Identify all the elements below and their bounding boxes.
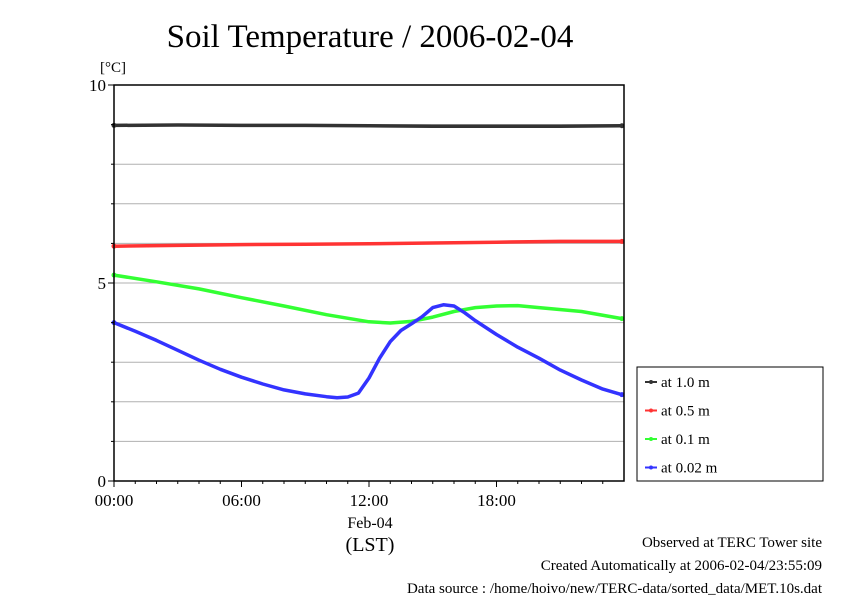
legend-label: at 0.1 m	[661, 432, 710, 448]
legend-marker	[649, 437, 653, 441]
legend-marker	[649, 408, 653, 413]
series-end-point	[619, 392, 625, 398]
legend-label: at 0.02 m	[661, 461, 718, 477]
series-line	[112, 239, 624, 248]
x-tick-label: 12:00	[350, 491, 389, 510]
legend-marker	[649, 465, 653, 470]
series-end-point	[619, 123, 625, 129]
footer-created-time: Created Automatically at 2006-02-04/23:5…	[540, 558, 822, 574]
series-end-point	[619, 316, 625, 322]
x-tick-label: 06:00	[222, 491, 261, 510]
legend: at 1.0 m at 0.5 m at 0.1 m at 0.02 m	[636, 366, 824, 482]
footer-observed-site: Observed at TERC Tower site	[641, 535, 822, 551]
x-axis-label: (LST)	[346, 534, 395, 556]
chart-title: Soil Temperature / 2006-02-04	[167, 19, 574, 55]
legend-marker	[649, 380, 653, 384]
y-tick-label: 5	[98, 274, 107, 293]
series-line	[112, 123, 624, 128]
series-end-point	[619, 238, 625, 244]
x-tick-label: 18:00	[477, 491, 516, 510]
legend-label: at 0.5 m	[661, 404, 710, 420]
axes: 0 5 10 00:00 06:00 12:00 18:00	[89, 76, 604, 510]
series-line	[112, 303, 624, 400]
y-axis-label: [°C]	[100, 60, 126, 76]
x-axis-date-label: Feb-04	[347, 515, 392, 532]
series-lines	[111, 122, 625, 400]
series-line	[112, 273, 624, 325]
grid-lines	[114, 124, 624, 442]
legend-label: at 1.0 m	[661, 375, 710, 391]
y-tick-label: 10	[89, 76, 106, 95]
y-tick-label: 0	[98, 472, 107, 491]
legend-box	[636, 366, 824, 482]
x-tick-label: 00:00	[95, 491, 134, 510]
footer-data-source: Data source : /home/hoivo/new/TERC-data/…	[406, 581, 822, 597]
